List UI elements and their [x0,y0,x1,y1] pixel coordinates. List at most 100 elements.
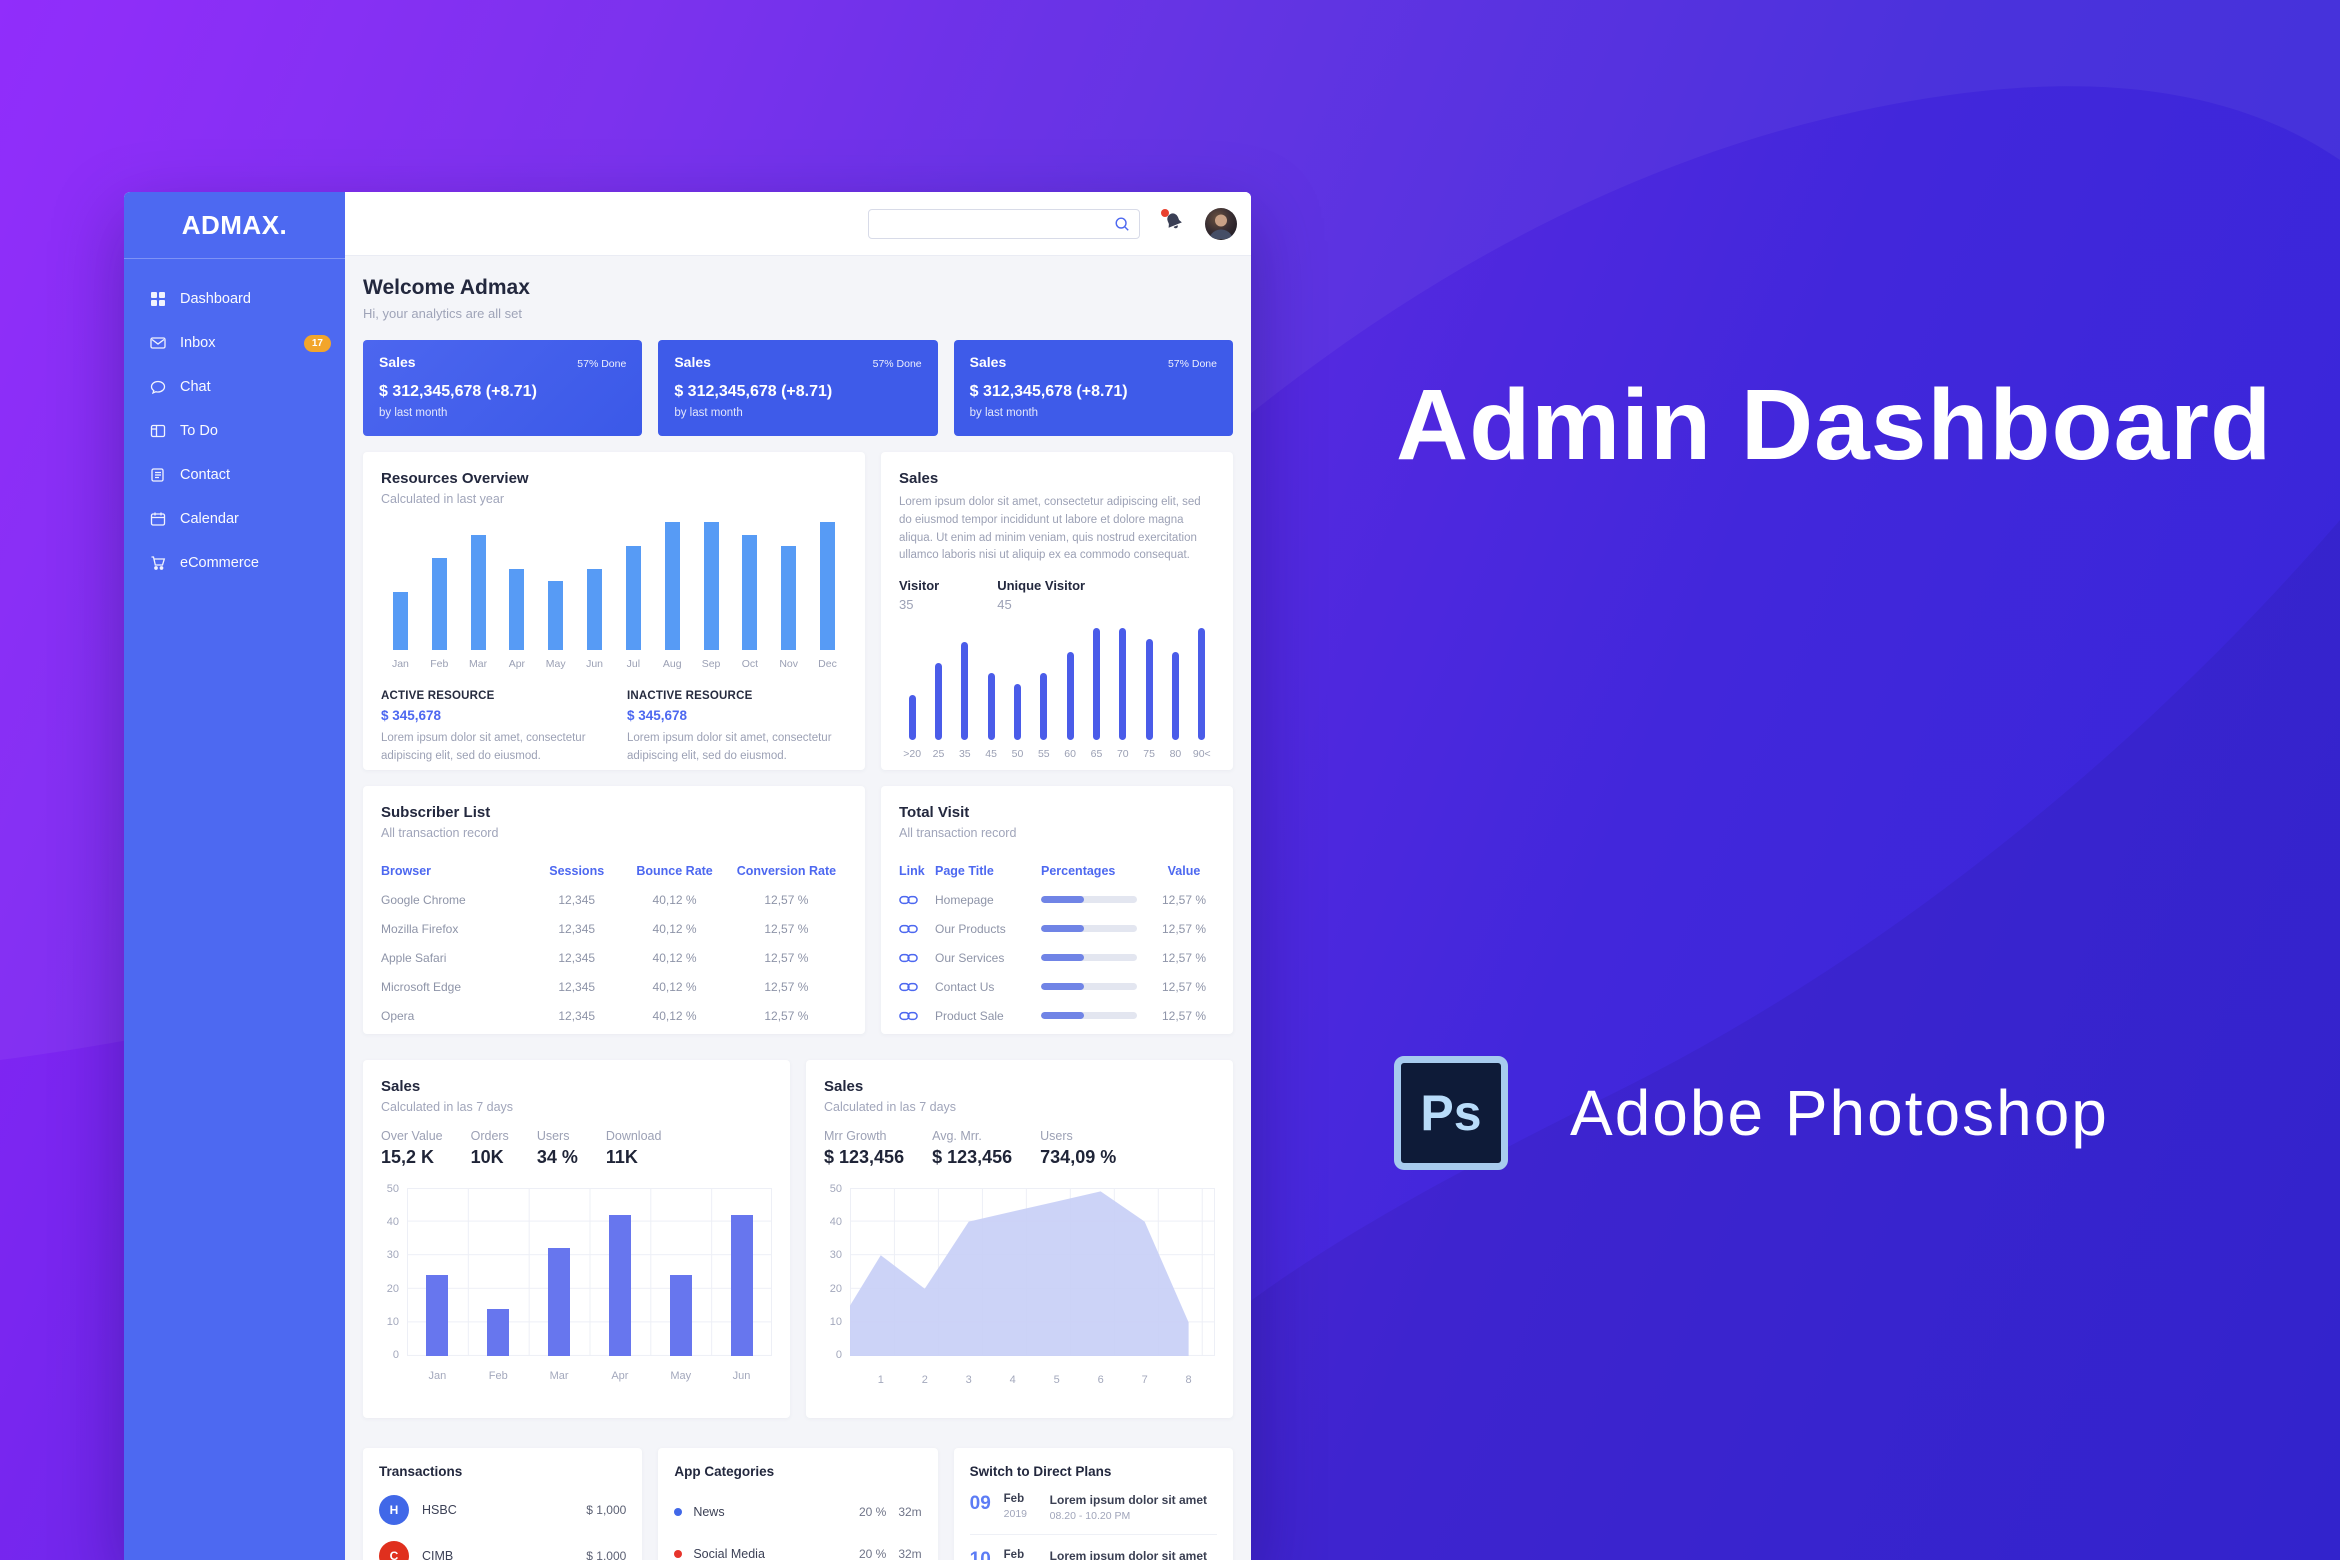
kpi-period: by last month [674,407,743,419]
column-header[interactable]: Percentages [1041,863,1116,878]
cell: 40,12 % [652,892,697,907]
stat: Orders 10K [471,1129,509,1168]
weekly-bar-plot: 50 40 30 20 10 0 [381,1183,772,1361]
weekly-area-chart [850,1188,1215,1356]
cell: 12,345 [558,950,596,965]
stat: Avg. Mrr. $ 123,456 [932,1129,1012,1168]
user-avatar[interactable] [1205,208,1237,240]
inbox-count-badge: 17 [303,334,331,352]
resource-text: Lorem ipsum dolor sit amet, consectetur … [381,732,586,762]
dashboard-content: Welcome Admax Hi, your analytics are all… [345,276,1251,1560]
column-header[interactable]: Sessions [549,863,605,878]
column-header[interactable]: Link [899,863,925,878]
cell: 12,57 % [764,1008,809,1023]
card-title: Sales [381,1078,421,1095]
sidebar-item-label: To Do [180,423,218,439]
column-header[interactable]: Browser [381,863,432,878]
table-row: Microsoft Edge 12,345 40,12 % 12,57 % [381,972,847,1001]
kpi-period: by last month [969,407,1039,419]
stat-value: 34 % [536,1147,578,1167]
total-visit-card: Total Visit All transaction record Link … [881,786,1233,1034]
card-subtitle: All transaction record [899,826,1017,840]
plan-row: 10 Feb 2019 Lorem ipsum dolor sit amet 0… [970,1549,1217,1560]
category-row: News 20 % 32m [674,1503,922,1521]
sidebar-item-chat[interactable]: Chat [150,371,345,403]
link-icon[interactable] [899,1010,918,1022]
sidebar-item-label: Chat [180,379,211,395]
cell: Google Chrome [381,892,466,907]
sales-week-area-card: Sales Calculated in las 7 days Mrr Growt… [806,1060,1233,1418]
kpi-period: by last month [379,407,448,419]
bank-avatar: C [379,1541,409,1560]
sidebar-item-todo[interactable]: To Do [150,415,345,447]
sidebar-item-ecommerce[interactable]: eCommerce [150,547,345,579]
kpi-title: Sales [969,354,1007,370]
search-icon[interactable] [1114,216,1130,232]
visitor-stat: Visitor 35 [899,578,939,612]
sidebar-item-calendar[interactable]: Calendar [150,503,345,535]
app-name: Adobe Photoshop [1570,1077,2109,1149]
active-resource: ACTIVE RESOURCE $ 345,678 Lorem ipsum do… [381,690,601,766]
sidebar-item-inbox[interactable]: Inbox 17 [150,327,345,359]
link-icon[interactable] [899,981,918,993]
page-title-cell: Our Services [935,950,1005,965]
app-categories-card: App Categories News 20 % 32m Social Media… [658,1448,938,1560]
stat-label: Visitor [899,578,940,594]
promo-title: Admin Dashboard [1396,369,2273,481]
sidebar-item-label: eCommerce [180,555,259,571]
cell: 40,12 % [652,950,697,965]
stat-value: 15,2 K [381,1147,435,1167]
notification-dot [1161,209,1169,217]
sales-kpi-card: Sales 57% Done $ 312,345,678 (+8.71) by l… [953,340,1233,436]
table-row: Contact Us 12,57 % [899,972,1215,1001]
main-area: Welcome Admax Hi, your analytics are all… [345,192,1251,1560]
transactions-card: Transactions H HSBC $ 1,000 C CIMB $ 1,0… [363,1448,643,1560]
cell: Mozilla Firefox [381,921,459,936]
kpi-done-label: 57% Done [872,358,922,370]
table-row: Our Services 12,57 % [899,943,1215,972]
visitor-stats: Visitor 35 Unique Visitor 45 [899,578,1215,612]
column-header[interactable]: Page Title [935,863,994,878]
sidebar-nav: Dashboard Inbox 17 Chat To Do Cont [124,259,345,579]
category-metrics: 20 % 32m [859,1505,922,1519]
y-axis-ticks: 50 40 30 20 10 0 [829,1183,842,1361]
link-icon[interactable] [899,894,918,906]
column-header[interactable]: Bounce Rate [636,863,713,878]
stat-label: Over Value [381,1129,443,1143]
stat-label: Orders [470,1129,509,1143]
card-title: Transactions [379,1464,463,1479]
stat: Users 734,09 % [1040,1129,1116,1168]
row-bottom-cards: Transactions H HSBC $ 1,000 C CIMB $ 1,0… [363,1448,1233,1560]
cell: 12,57 % [764,979,809,994]
page-title-cell: Homepage [935,892,994,907]
direct-plans-card: Switch to Direct Plans 09 Feb 2019 Lorem… [953,1448,1233,1560]
plan-day: 09 [969,1493,991,1514]
unique-visitor-stat: Unique Visitor 45 [997,578,1085,612]
column-header[interactable]: Value [1167,863,1201,878]
plan-text: Lorem ipsum dolor sit amet [1049,1493,1208,1507]
progress-bar [1041,896,1137,903]
mail-icon [150,335,166,351]
subscriber-list-card: Subscriber List All transaction record B… [363,786,865,1034]
notification-bell-icon[interactable] [1161,209,1189,237]
link-icon[interactable] [899,952,918,964]
page-title: Welcome Admax [363,276,530,299]
value-cell: 12,57 % [1161,892,1207,907]
resources-bar-chart [381,522,847,650]
value-cell: 12,57 % [1161,921,1207,936]
transaction-row: C CIMB $ 1,000 [379,1541,626,1560]
card-title: Switch to Direct Plans [969,1464,1112,1479]
card-title: Sales [824,1078,864,1095]
card-title: Subscriber List [381,804,491,821]
sidebar-item-dashboard[interactable]: Dashboard [150,283,345,315]
sidebar-item-contact[interactable]: Contact [150,459,345,491]
stat-value: 35 [899,597,914,613]
page-subtitle: Hi, your analytics are all set [363,306,522,321]
stat: Download 11K [606,1129,662,1168]
search-input[interactable] [869,210,1114,238]
resource-amount: $ 345,678 [381,708,442,723]
link-icon[interactable] [899,923,918,935]
weekly-bar-chart [407,1188,772,1356]
column-header[interactable]: Conversion Rate [736,863,837,878]
